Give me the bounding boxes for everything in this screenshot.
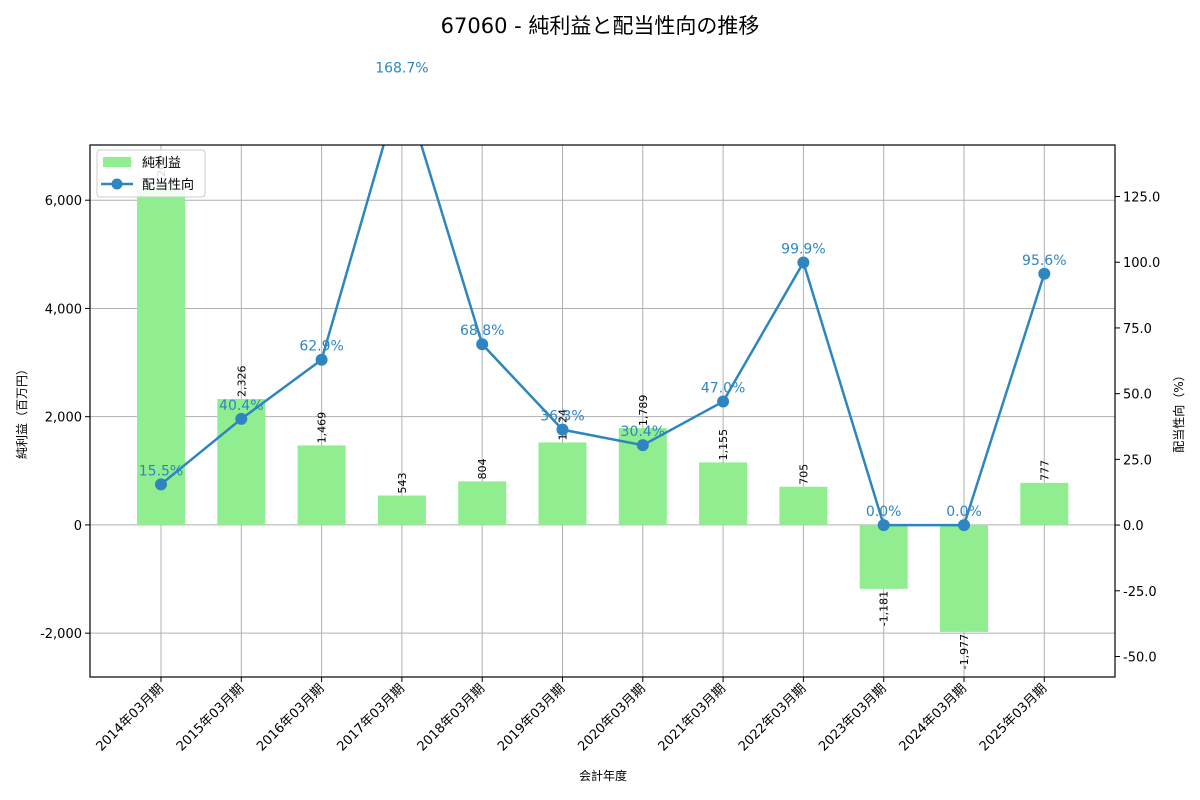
bar-value-labels: 6,2002,3261,4695438041,5241,7891,155705-… [155, 156, 1051, 670]
data-point-marker [717, 395, 730, 408]
x-tick-label: 2017年03月期 [334, 681, 407, 754]
payout-ratio-value-label: 0.0% [946, 504, 982, 520]
data-point-marker [155, 478, 167, 491]
y2-tick-label: 100.0 [1123, 256, 1160, 271]
bar-value-label: 1,789 [637, 395, 650, 427]
data-point-marker [556, 423, 569, 436]
x-tick-label: 2020年03月期 [575, 681, 648, 754]
bar [859, 524, 908, 589]
data-point-marker [797, 256, 810, 269]
legend: 純利益 配当性向 [96, 149, 206, 198]
bar [458, 481, 507, 525]
bar [538, 442, 587, 525]
x-tick-label: 2015年03月期 [174, 681, 247, 754]
bar-value-label: -1,977 [958, 634, 971, 669]
payout-ratio-value-label: 99.9% [781, 241, 825, 257]
legend-label-payout-ratio: 配当性向 [142, 177, 194, 193]
bar-value-label: 705 [797, 464, 810, 485]
left-y-axis-label: 純利益（百万円） [15, 363, 29, 459]
payout-ratio-value-label: 68.8% [460, 323, 504, 339]
right-y-axis-label: 配当性向（%） [1171, 369, 1186, 452]
y2-tick-label: 125.0 [1123, 191, 1160, 206]
bar-value-label: 804 [476, 458, 489, 479]
y-tick-label: 0 [74, 519, 82, 534]
payout-ratio-value-label: 0.0% [866, 504, 902, 520]
payout-ratio-value-label: 15.5% [139, 463, 183, 479]
legend-label-net-income: 純利益 [142, 156, 181, 171]
payout-ratio-labels: 15.5% 40.4% 62.9% 168.7% 68.8% 36.3% 30.4% 47.0… [139, 61, 1067, 520]
payout-ratio-value-label: 40.4% [219, 398, 263, 414]
payout-ratio-polyline [160, 145, 1046, 527]
bar-value-label: 1,469 [316, 412, 329, 444]
right-y-axis: -50.0 -25.0 0.0 25.0 50.0 75.0 100.0 125.0 [1115, 191, 1160, 665]
x-tick-label: 2024年03月期 [897, 681, 970, 754]
legend-bar-swatch [103, 157, 131, 167]
bar [940, 524, 988, 632]
data-point-marker [476, 338, 489, 351]
data-point-marker [636, 439, 649, 452]
y-tick-label: -2,000 [40, 627, 82, 642]
bar-value-label: 777 [1038, 460, 1051, 481]
x-tick-label: 2019年03月期 [495, 681, 568, 754]
y2-tick-label: 75.0 [1123, 322, 1152, 337]
bar [297, 445, 346, 525]
bar [1020, 482, 1069, 525]
chart-title: 67060 - 純利益と配当性向の推移 [441, 14, 760, 38]
plot-frame [89, 144, 1116, 678]
x-tick-label: 2022年03月期 [736, 681, 809, 754]
data-point-marker [235, 412, 248, 425]
y2-tick-label: 25.0 [1123, 453, 1152, 468]
bar [779, 486, 828, 525]
x-tick-label: 2025年03月期 [977, 681, 1050, 754]
x-tick-label: 2018年03月期 [415, 681, 488, 754]
bar-value-label: 543 [396, 473, 409, 494]
y2-tick-label: -50.0 [1123, 650, 1157, 665]
y-tick-label: 6,000 [45, 194, 82, 209]
data-point-marker [958, 519, 970, 532]
data-point-marker [315, 353, 328, 366]
x-tick-label: 2023年03月期 [816, 681, 889, 754]
payout-ratio-value-label: 47.0% [701, 381, 745, 397]
data-point-marker [877, 519, 890, 532]
bar [377, 495, 426, 525]
x-tick-label: 2016年03月期 [254, 681, 327, 754]
x-tick-label: 2014年03月期 [94, 681, 167, 754]
payout-ratio-line [155, 145, 1051, 532]
payout-ratio-value-label: 36.3% [540, 409, 584, 425]
payout-ratio-value-label: 95.6% [1022, 253, 1066, 269]
y2-tick-label: 0.0 [1123, 519, 1144, 534]
y-tick-label: 4,000 [45, 302, 82, 317]
payout-ratio-value-label: 168.7% [375, 61, 428, 77]
y2-tick-label: 50.0 [1123, 388, 1152, 403]
x-tick-label: 2021年03月期 [656, 681, 729, 754]
left-y-axis: -2,000 0 2,000 4,000 6,000 [40, 194, 90, 642]
bar [699, 462, 748, 525]
bar-value-label: 2,326 [235, 366, 248, 398]
data-point-marker [1038, 267, 1051, 280]
payout-ratio-value-label: 30.4% [621, 424, 665, 440]
y-tick-label: 2,000 [45, 411, 82, 426]
bar [137, 189, 185, 525]
payout-ratio-value-label: 62.9% [299, 339, 343, 355]
legend-marker-icon [111, 178, 123, 190]
bar-value-label: -1,181 [878, 591, 891, 626]
x-axis: 2014年03月期 2015年03月期 2016年03月期 2017年03月期 2018… [94, 677, 1050, 755]
bar-value-label: 1,155 [717, 429, 730, 461]
y2-tick-label: -25.0 [1123, 585, 1157, 600]
x-axis-label: 会計年度 [579, 768, 627, 783]
net-income-bars [137, 189, 1069, 632]
